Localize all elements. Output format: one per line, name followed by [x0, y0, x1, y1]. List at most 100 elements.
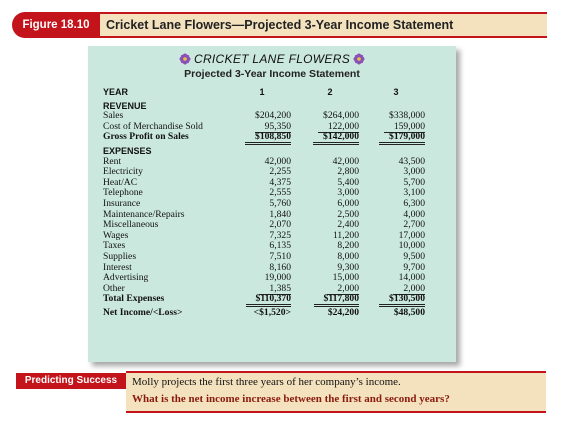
row-label: Total Expenses	[103, 293, 165, 305]
company-title: CRICKET LANE FLOWERS	[88, 52, 456, 66]
flower-icon	[353, 53, 365, 65]
table-row: Advertising 19,000 15,000 14,000	[103, 272, 448, 284]
table-row: Supplies 7,510 8,000 9,500	[103, 250, 448, 263]
row-label: Net Income/<Loss>	[103, 306, 183, 318]
row-value-year-1: 19,000	[264, 272, 291, 284]
row-label: Taxes	[103, 240, 126, 252]
row-value-year-1: 2,255	[269, 166, 291, 178]
row-value-year-3: 2,700	[403, 219, 425, 231]
income-statement-panel: CRICKET LANE FLOWERS Projected 3-Year In…	[88, 46, 456, 362]
table-row: Rent 42,000 42,000 43,500	[103, 155, 448, 168]
row-value-year-3: 17,000	[398, 229, 425, 241]
company-name: CRICKET LANE FLOWERS	[193, 52, 351, 66]
row-value-year-2: $24,200	[327, 306, 359, 318]
row-value-year-2: 2,500	[337, 208, 359, 220]
row-value-year-2: 3,000	[337, 187, 359, 199]
row-value-year-3: 2,000	[393, 282, 425, 295]
row-value-year-3: $338,000	[389, 110, 425, 122]
table-row: Cost of Merchandise Sold 95,350 122,000 …	[103, 120, 448, 133]
row-value-year-2: 2,800	[337, 166, 359, 178]
row-value-year-3: 3,100	[403, 187, 425, 199]
row-label: Interest	[103, 261, 132, 273]
row-value-year-2: 8,200	[337, 240, 359, 252]
table-row: Maintenance/Repairs 1,840 2,500 4,000	[103, 208, 448, 221]
row-value-year-2: 8,000	[337, 250, 359, 262]
statement-table: YEAR 1 2 3 REVENUE Sales $204,200 $264,0…	[103, 87, 448, 318]
row-label: Gross Profit on Sales	[103, 131, 189, 143]
row-value-year-1: 95,350	[254, 120, 291, 133]
table-row: Miscellaneous 2,070 2,400 2,700	[103, 220, 448, 231]
figure-header: Figure 18.10 Cricket Lane Flowers—Projec…	[12, 12, 547, 38]
table-row: Taxes 6,135 8,200 10,000	[103, 241, 448, 252]
year-header-row: YEAR 1 2 3	[103, 87, 448, 98]
row-value-year-1: $108,850	[245, 131, 291, 146]
row-value-year-3: 5,700	[403, 176, 425, 188]
row-value-year-2: 6,000	[337, 197, 359, 209]
row-value-year-1: 2,555	[269, 187, 291, 199]
row-value-year-3: 6,300	[403, 197, 425, 209]
row-value-year-2: 2,000	[327, 282, 359, 295]
expenses-header-row: EXPENSES	[103, 146, 448, 157]
predicting-success-question: What is the net income increase between …	[132, 393, 450, 405]
year-label: YEAR	[103, 87, 129, 97]
predicting-success-text: Molly projects the first three years of …	[132, 376, 401, 388]
year-1: 1	[259, 87, 265, 97]
row-label: Telephone	[103, 187, 143, 199]
row-value-year-2: 42,000	[332, 155, 359, 167]
row-label: Supplies	[103, 250, 137, 262]
row-value-year-1: 1,840	[269, 208, 291, 220]
row-value-year-1: 1,385	[259, 282, 291, 295]
row-value-year-2: 9,300	[337, 261, 359, 273]
row-value-year-3: 9,500	[403, 250, 425, 262]
table-row: Electricity 2,255 2,800 3,000	[103, 167, 448, 178]
row-label: Insurance	[103, 197, 141, 209]
row-value-year-3: $130,500	[379, 293, 425, 308]
row-value-year-1: 5,760	[269, 197, 291, 209]
row-value-year-1: $110,370	[245, 293, 291, 308]
row-value-year-2: 2,400	[337, 219, 359, 231]
table-row: Other 1,385 2,000 2,000	[103, 282, 448, 295]
row-value-year-2: 11,200	[332, 229, 359, 241]
flower-icon	[179, 53, 191, 65]
row-value-year-2: 122,000	[317, 120, 359, 133]
row-value-year-2: $117,800	[313, 293, 359, 308]
table-row: Interest 8,160 9,300 9,700	[103, 261, 448, 274]
predicting-success-box: Predicting Success Molly projects the fi…	[16, 371, 548, 415]
row-label: Miscellaneous	[103, 219, 159, 231]
row-label: Cost of Merchandise Sold	[103, 120, 203, 132]
row-label: Other	[103, 282, 125, 294]
row-value-year-1: 7,325	[269, 229, 291, 241]
figure-title: Cricket Lane Flowers—Projected 3-Year In…	[100, 12, 547, 38]
row-value-year-1: 7,510	[269, 250, 291, 262]
row-label: Electricity	[103, 166, 143, 178]
row-label: Advertising	[103, 272, 149, 284]
table-row: Telephone 2,555 3,000 3,100	[103, 188, 448, 199]
table-row: Insurance 5,760 6,000 6,300	[103, 197, 448, 210]
row-value-year-2: 5,400	[337, 176, 359, 188]
predicting-success-label: Predicting Success	[16, 373, 126, 389]
row-label: Maintenance/Repairs	[103, 208, 185, 220]
row-value-year-3: 4,000	[403, 208, 425, 220]
row-value-year-1: 4,375	[269, 176, 291, 188]
row-value-year-2: $264,000	[323, 110, 359, 122]
row-value-year-3: 9,700	[403, 261, 425, 273]
row-label: Sales	[103, 110, 124, 122]
table-row: Wages 7,325 11,200 17,000	[103, 229, 448, 242]
row-value-year-1: <$1,520>	[253, 306, 291, 318]
row-value-year-2: 15,000	[332, 272, 359, 284]
row-value-year-1: 42,000	[264, 155, 291, 167]
row-value-year-1: 8,160	[269, 261, 291, 273]
row-value-year-3: 14,000	[398, 272, 425, 284]
predicting-success-content: Molly projects the first three years of …	[126, 371, 546, 413]
row-value-year-3: 10,000	[398, 240, 425, 252]
figure-label: Figure 18.10	[12, 12, 100, 38]
row-label: Wages	[103, 229, 129, 241]
revenue-label: REVENUE	[103, 100, 147, 111]
row-label: Heat/AC	[103, 176, 138, 188]
row-value-year-3: 159,000	[383, 120, 425, 133]
table-row: Heat/AC 4,375 5,400 5,700	[103, 176, 448, 189]
row-value-year-3: $179,000	[379, 131, 425, 146]
row-value-year-1: $204,200	[255, 110, 291, 122]
statement-subtitle: Projected 3-Year Income Statement	[184, 68, 360, 80]
row-value-year-3: 3,000	[403, 166, 425, 178]
